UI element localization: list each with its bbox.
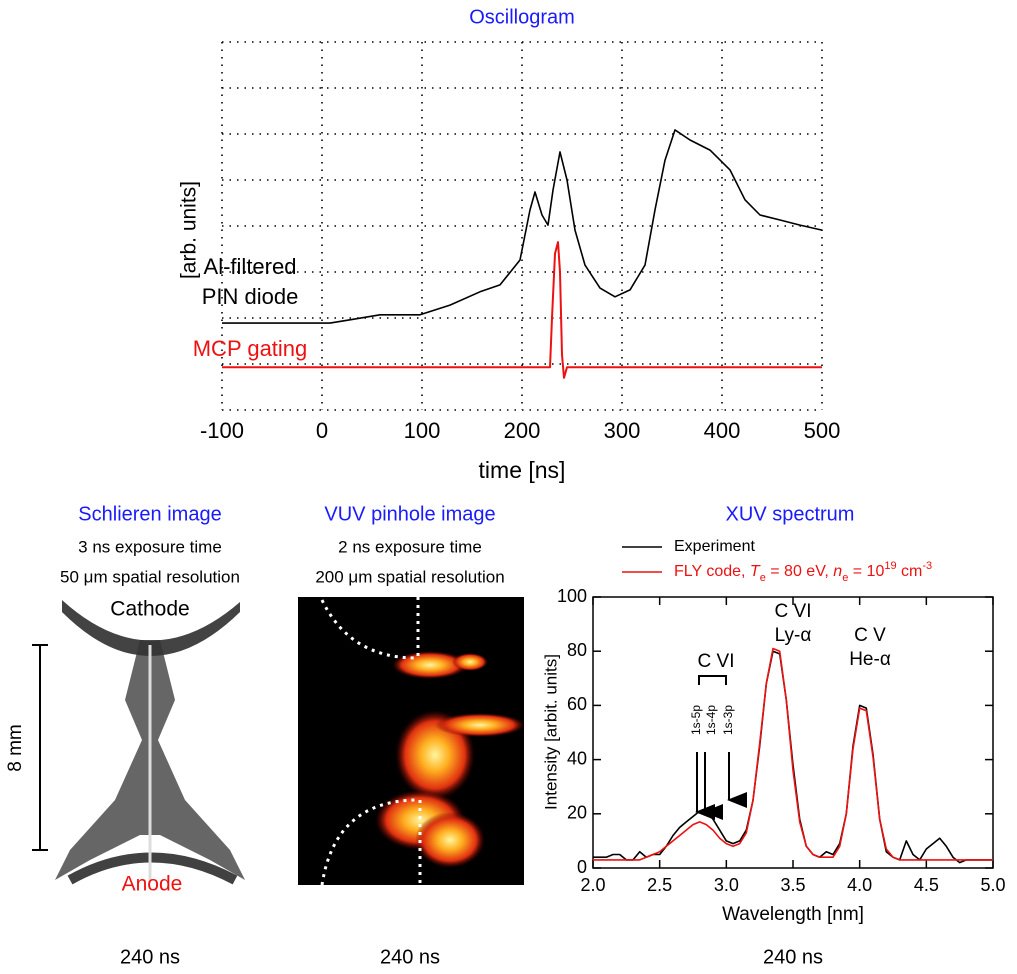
x-tick-label: 2.5 <box>647 875 672 895</box>
image-title: VUV pinhole image <box>324 503 495 525</box>
caption: 3 ns exposure time <box>78 537 222 556</box>
x-tick-label: 2.0 <box>580 875 605 895</box>
annotation: MCP gating <box>193 336 308 361</box>
vuv-image <box>298 597 525 886</box>
footnote: 240 ns <box>763 946 823 968</box>
frame <box>222 41 822 411</box>
legend-label: FLY code, Te = 80 eV, ne = 1019 cm-3 <box>674 560 932 584</box>
annotation: C V <box>854 625 886 646</box>
x-tick-label: 300 <box>604 418 641 443</box>
footnote: 240 ns <box>120 946 180 968</box>
x-tick-label: 3.0 <box>714 875 739 895</box>
legend-text: = 10 <box>848 563 884 580</box>
x-axis-label: time [ns] <box>479 457 566 483</box>
schlieren-image <box>32 600 245 885</box>
caption: 50 μm spatial resolution <box>60 567 240 586</box>
annotation: C VI <box>775 601 812 622</box>
annotation: Al-filtered <box>204 254 297 279</box>
x-tick-label: 3.5 <box>780 875 805 895</box>
y-tick-label: 100 <box>557 586 587 606</box>
caption: 200 μm spatial resolution <box>315 567 504 586</box>
annotation: C VI <box>698 651 735 672</box>
data-line <box>593 647 993 861</box>
legend-text: n <box>833 563 842 580</box>
y-tick-label: 0 <box>577 857 587 877</box>
legend-text: e <box>760 572 766 584</box>
y-tick-label: 80 <box>567 640 587 660</box>
x-tick-label: 5.0 <box>980 875 1005 895</box>
footnote: 240 ns <box>380 946 440 968</box>
legend-text: e <box>842 572 848 584</box>
anode-label: Anode <box>122 873 183 896</box>
scale-label: 8 mm <box>5 724 26 772</box>
annotation: PIN diode <box>202 284 299 309</box>
cathode-label: Cathode <box>110 598 189 621</box>
annotation: 1s-4p <box>704 705 718 735</box>
x-axis-label: Wavelength [nm] <box>722 904 864 925</box>
annotation: He-α <box>849 649 891 670</box>
x-tick-label: 400 <box>704 418 741 443</box>
legend-text: Experiment <box>674 538 755 555</box>
x-tick-label: 200 <box>504 418 541 443</box>
arrows <box>695 675 747 820</box>
x-tick-label: 100 <box>404 418 441 443</box>
x-tick-label: 0 <box>316 418 328 443</box>
annotation: 1s-3p <box>721 705 735 735</box>
data-line <box>222 129 823 324</box>
x-tick-label: 4.0 <box>847 875 872 895</box>
legend-text: -3 <box>922 560 932 572</box>
chart-title: Oscillogram <box>469 6 575 28</box>
annotation: Ly-α <box>775 625 812 646</box>
image-title: Schlieren image <box>78 503 221 525</box>
x-tick-label: 500 <box>804 418 841 443</box>
y-axis-label: [arb. units] <box>178 181 201 279</box>
x-tick-label: -100 <box>200 418 244 443</box>
legend-text: = 80 eV, <box>766 563 833 580</box>
caption: 2 ns exposure time <box>338 537 482 556</box>
x-tick-label: 4.5 <box>914 875 939 895</box>
legend-text: FLY code, <box>674 563 750 580</box>
data-line <box>593 650 993 864</box>
bracket <box>698 675 727 685</box>
chart-title: XUV spectrum <box>726 503 855 525</box>
data-line <box>222 241 822 379</box>
y-tick-label: 20 <box>567 803 587 823</box>
y-axis-label: Intensity [arbit. units] <box>541 654 560 810</box>
y-tick-label: 40 <box>567 748 587 768</box>
legend-label: Experiment <box>674 538 755 555</box>
annotation: 1s-5p <box>689 705 703 735</box>
legend-text: cm <box>897 563 923 580</box>
legend-text: 19 <box>884 560 896 572</box>
legend-text: T <box>750 563 761 580</box>
y-tick-label: 60 <box>567 694 587 714</box>
